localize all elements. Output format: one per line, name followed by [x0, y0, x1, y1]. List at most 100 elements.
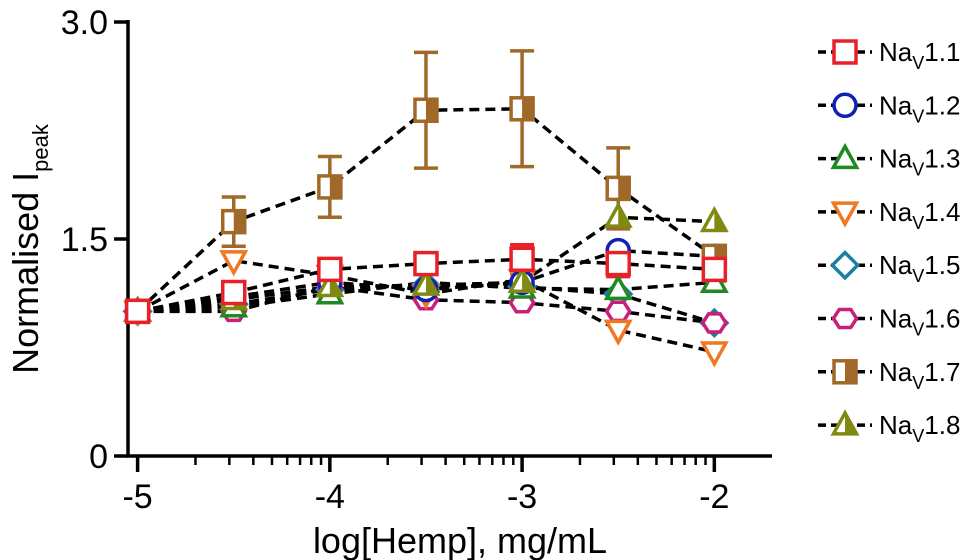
marker-shape — [413, 250, 439, 277]
marker-fill — [329, 274, 342, 296]
legend-item: NaV1.3 — [818, 142, 960, 180]
marker-shape — [603, 319, 633, 346]
marker-fill — [329, 175, 341, 198]
legend-label: NaV1.8 — [879, 410, 960, 446]
legend-label-base: Na — [879, 304, 913, 334]
data-point — [603, 319, 633, 346]
data-point — [604, 300, 632, 323]
marker-shape — [605, 250, 631, 277]
y-tick-label: 3.0 — [61, 4, 108, 42]
legend-label-suffix: 1.8 — [924, 410, 960, 440]
legend-label-suffix: 1.3 — [924, 144, 960, 174]
legend-label-subscript: V — [912, 320, 924, 340]
legend-marker — [831, 307, 859, 330]
marker-fill — [425, 273, 438, 295]
axes: 0 1.5 3.0 -5 -4 -3 -2 log[Hemp], mg/mL Normalise… — [5, 4, 772, 560]
marker-shape — [830, 201, 860, 228]
legend-label-base: Na — [879, 357, 913, 387]
legend-label-suffix: 1.7 — [924, 357, 960, 387]
marker-shape — [604, 300, 632, 323]
marker-fill — [522, 97, 534, 120]
data-point — [220, 279, 247, 306]
marker-fill — [425, 99, 437, 122]
y-axis-title-subscript: peak — [28, 123, 53, 172]
x-axis-title: log[Hemp], mg/mL — [313, 520, 607, 560]
legend-item: NaV1.4 — [818, 197, 960, 233]
legend-marker — [832, 39, 858, 65]
data-point — [605, 250, 631, 277]
legend-label: NaV1.5 — [879, 250, 960, 286]
marker-shape — [832, 39, 858, 65]
marker-fill — [714, 245, 726, 268]
marker-shape — [124, 298, 151, 325]
legend-label-subscript: V — [912, 53, 924, 73]
y-tick-label: 1.5 — [61, 221, 108, 259]
legend-label-base: Na — [879, 144, 913, 174]
data-point — [317, 174, 343, 200]
legend-label-subscript: V — [912, 106, 924, 126]
legend-label: NaV1.3 — [879, 144, 960, 180]
marker-fill — [233, 210, 245, 233]
marker-shape — [220, 279, 247, 306]
legend-label-suffix: 1.5 — [924, 250, 960, 280]
data-point — [699, 341, 729, 368]
error-bars — [221, 49, 727, 283]
data-point — [507, 266, 537, 293]
marker-shape — [831, 307, 859, 330]
legend-label-subscript: V — [912, 426, 924, 446]
legend-marker — [830, 142, 860, 170]
data-point — [603, 273, 633, 301]
legend-marker — [829, 250, 861, 281]
legend-label-subscript: V — [912, 160, 924, 180]
marker-shape — [829, 250, 861, 281]
data-point — [411, 269, 441, 296]
data-point — [315, 271, 345, 298]
marker-shape — [700, 312, 728, 334]
legend-label: NaV1.6 — [879, 304, 960, 340]
legend-marker — [832, 92, 858, 119]
legend-item: NaV1.8 — [818, 409, 960, 446]
legend-label-subscript: V — [912, 266, 924, 286]
marker-shape — [603, 273, 633, 301]
data-point — [509, 246, 535, 273]
legend-label-subscript: V — [912, 373, 924, 393]
data-point — [220, 208, 247, 235]
y-axis-title: Normalised Ipeak — [5, 123, 53, 374]
marker-fill — [522, 270, 534, 292]
legend-label-base: Na — [879, 90, 913, 120]
marker-shape — [317, 256, 343, 283]
data-point — [124, 298, 151, 325]
legend: NaV1.1NaV1.2NaV1.3NaV1.4NaV1.5NaV1.6NaV1… — [818, 37, 960, 446]
legend-item: NaV1.5 — [818, 250, 960, 286]
marker-fill — [618, 177, 630, 200]
y-axis-title-main: Normalised I — [5, 172, 46, 374]
data-point — [700, 312, 728, 334]
legend-label: NaV1.7 — [879, 357, 960, 393]
marker-shape — [830, 142, 860, 170]
marker-fill — [845, 360, 856, 383]
legend-label: NaV1.1 — [879, 37, 960, 73]
marker-shape — [832, 92, 858, 119]
legend-label-base: Na — [879, 250, 913, 280]
legend-label-base: Na — [879, 410, 913, 440]
legend-item: NaV1.1 — [818, 37, 960, 73]
data-point — [603, 201, 633, 228]
legend-label-subscript: V — [912, 213, 924, 233]
data-point — [605, 175, 631, 202]
marker-fill — [845, 413, 857, 434]
marker-shape — [219, 250, 249, 277]
data-point — [413, 250, 439, 277]
data-point — [509, 96, 535, 122]
legend-label: NaV1.4 — [879, 197, 960, 233]
legend-marker — [832, 359, 858, 385]
marker-fill — [714, 209, 726, 231]
x-tick-label: -4 — [315, 478, 345, 516]
marker-shape — [699, 341, 729, 368]
x-tick-label: -2 — [699, 478, 729, 516]
data-point — [219, 250, 249, 277]
y-tick-label: 0 — [89, 438, 108, 476]
legend-label-base: Na — [879, 37, 913, 67]
legend-label: NaV1.2 — [879, 90, 960, 126]
